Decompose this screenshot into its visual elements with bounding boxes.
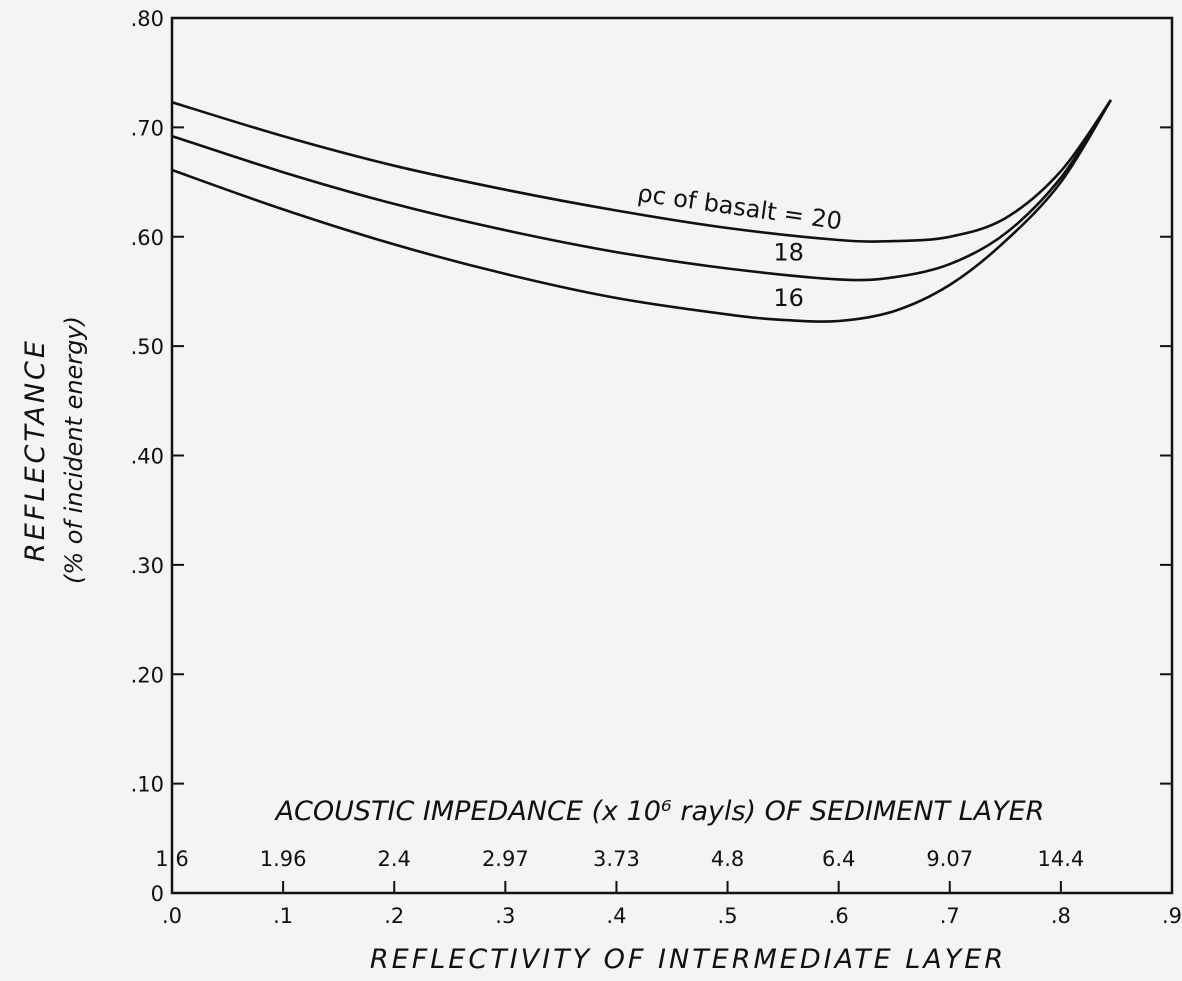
x-tick-label: .8 [1051,904,1071,928]
secondary-x-axis-title: ACOUSTIC IMPEDANCE (x 10⁶ rayls) OF SEDI… [274,796,1045,827]
axes [170,16,1174,895]
x-tick-label: .5 [718,904,738,928]
series-line [171,99,1112,282]
secondary-x-tick-label: 3.73 [593,847,640,871]
y-tick-label: .10 [131,773,164,797]
y-axis-title: REFLECTANCE [20,338,51,562]
y-tick-label: .40 [131,445,164,469]
x-tick-label: .4 [606,904,626,928]
y-tick-label: .30 [131,554,164,578]
y-tick-label: .20 [131,663,164,687]
x-axis-title: REFLECTIVITY OF INTERMEDIATE LAYER [370,944,1006,975]
labels: REFLECTANCE (% of incident energy) REFLE… [20,7,1182,975]
plot-frame [170,16,1174,895]
series-label: 18 [773,238,804,266]
y-tick-label: .70 [131,116,164,140]
series-label: ρc of basalt = 20 [636,179,844,235]
secondary-x-tick-label: 6.4 [822,847,855,871]
series-line [171,99,1112,243]
secondary-x-tick-label: 14.4 [1038,847,1085,871]
secondary-x-tick-label: 1.6 [155,847,188,871]
y-tick-label: .50 [131,335,164,359]
y-tick-label: 0 [151,882,164,906]
y-tick-label: .60 [131,226,164,250]
x-tick-label: .6 [829,904,849,928]
series-line [171,99,1113,323]
secondary-x-tick-label: 4.8 [711,847,744,871]
x-tick-label: .0 [162,904,182,928]
y-tick-label: .80 [131,7,164,31]
series-label: 16 [773,284,804,312]
secondary-x-tick-label: 9.07 [926,847,973,871]
curves [171,99,1113,323]
x-tick-label: .7 [940,904,960,928]
y-axis-subtitle: (% of incident energy) [60,316,88,584]
x-tick-label: .1 [273,904,293,928]
secondary-x-tick-label: 2.4 [378,847,411,871]
x-tick-label: .3 [495,904,515,928]
x-tick-label: .2 [384,904,404,928]
secondary-x-tick-label: 2.97 [482,847,529,871]
secondary-x-tick-label: 1.96 [260,847,307,871]
x-tick-label: .9 [1162,904,1182,928]
